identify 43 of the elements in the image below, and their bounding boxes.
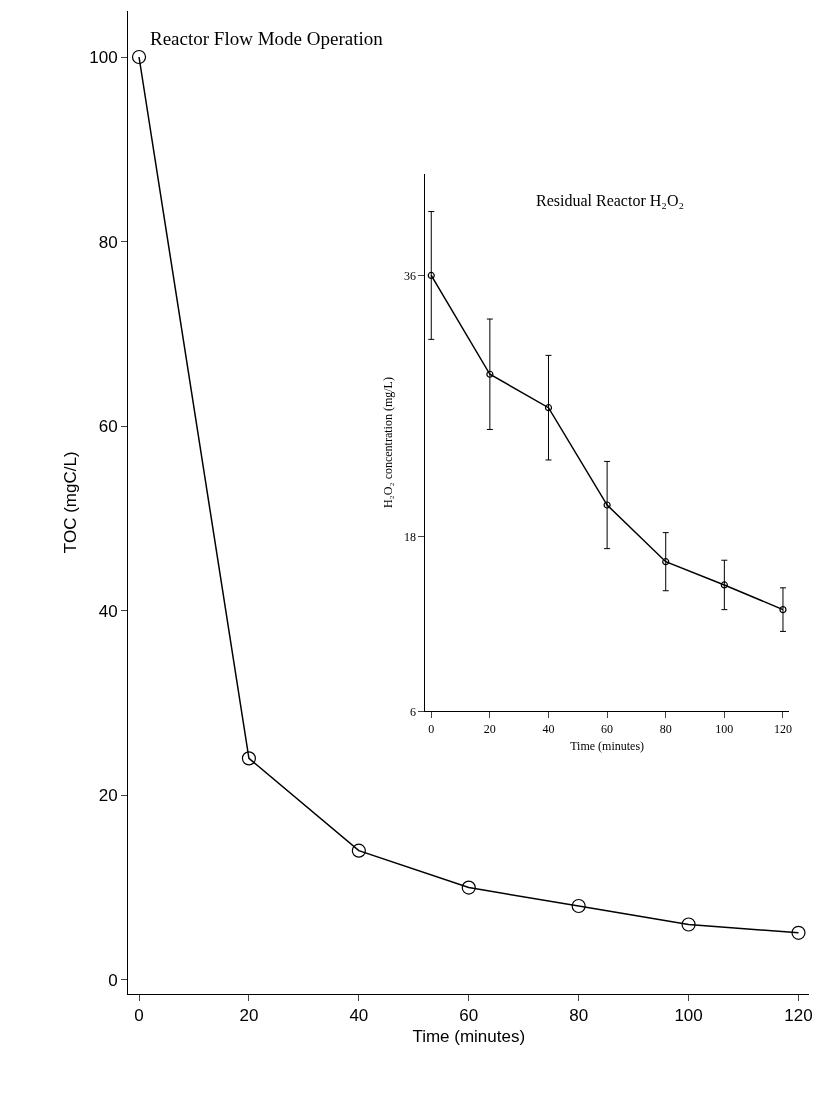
point [662, 558, 670, 566]
x-tick-label: 100 [715, 721, 734, 736]
point [351, 843, 366, 858]
point [603, 501, 611, 509]
point [486, 370, 494, 378]
y-tick-label: 6 [409, 704, 416, 719]
point [681, 917, 696, 932]
point [461, 880, 476, 895]
x-tick-label: 20 [483, 721, 496, 736]
point [427, 271, 435, 280]
point [571, 898, 586, 914]
x-tick-label: 40 [349, 1006, 369, 1026]
x-tick-label: 0 [134, 1006, 144, 1026]
x-axis-title: Time (minutes) [570, 738, 645, 753]
y-tick-label: 0 [108, 970, 118, 990]
point [131, 49, 147, 65]
y-tick-label: 20 [98, 786, 118, 806]
y-tick-label: 18 [403, 530, 416, 545]
point [791, 925, 806, 940]
point [544, 404, 553, 412]
x-tick-label: 20 [239, 1006, 259, 1026]
x-tick-label: 0 [428, 721, 435, 736]
x-tick-label: 60 [601, 721, 614, 736]
y-tick-label: 80 [98, 232, 118, 252]
text: Reactor Flow Mode Operation [150, 28, 384, 49]
y-tick-label: 100 [89, 47, 118, 67]
x-tick-label: 120 [784, 1006, 813, 1026]
x-axis-title: Time (minutes) [412, 1027, 526, 1047]
y-tick-label: 36 [403, 268, 416, 283]
x-tick-label: 120 [773, 721, 792, 736]
y-axis-title: TOC (mgC/L) [60, 451, 80, 554]
point [779, 606, 787, 614]
x-tick-label: 80 [659, 721, 672, 736]
y-axis-title: H₂O₂ concentration (mg/L) [381, 377, 396, 509]
x-tick-label: 40 [542, 721, 555, 736]
x-tick-label: 80 [569, 1006, 589, 1026]
point [241, 751, 257, 766]
y-tick-label: 60 [98, 417, 118, 437]
y-tick-label: 40 [98, 601, 118, 621]
text: Residual Reactor H₂O₂ [536, 192, 685, 209]
x-tick-label: 60 [459, 1006, 479, 1026]
x-tick-label: 100 [674, 1006, 703, 1026]
point [720, 581, 728, 589]
